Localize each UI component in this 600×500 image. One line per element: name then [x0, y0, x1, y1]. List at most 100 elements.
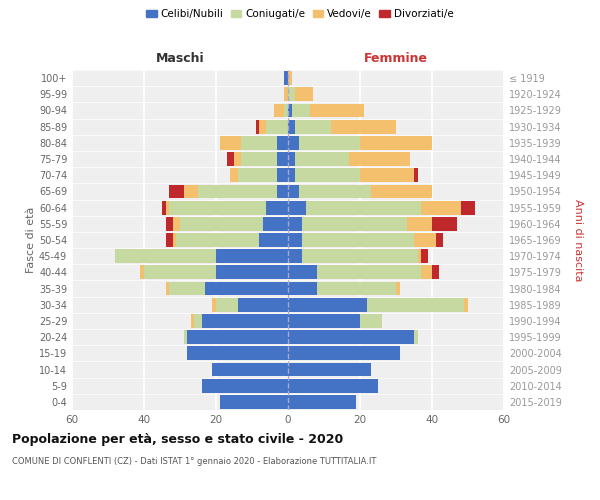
Bar: [288, 71, 292, 85]
Bar: [288, 88, 295, 101]
Text: Popolazione per età, sesso e stato civile - 2020: Popolazione per età, sesso e stato civil…: [12, 432, 343, 446]
Bar: [302, 250, 418, 263]
Bar: [317, 282, 396, 296]
Bar: [464, 298, 468, 312]
Bar: [216, 298, 238, 312]
Bar: [288, 282, 317, 296]
Bar: [198, 184, 277, 198]
Bar: [166, 233, 173, 247]
Bar: [407, 217, 432, 230]
Bar: [414, 233, 436, 247]
Bar: [367, 298, 464, 312]
Bar: [295, 120, 331, 134]
Bar: [202, 379, 288, 392]
Bar: [140, 266, 144, 280]
Bar: [288, 330, 414, 344]
Bar: [216, 250, 288, 263]
Bar: [288, 250, 302, 263]
Bar: [259, 233, 288, 247]
Y-axis label: Anni di nascita: Anni di nascita: [573, 198, 583, 281]
Text: Femmine: Femmine: [364, 52, 428, 65]
Bar: [288, 152, 295, 166]
Bar: [421, 266, 432, 280]
Bar: [414, 330, 418, 344]
Bar: [295, 88, 313, 101]
Bar: [396, 282, 400, 296]
Bar: [436, 233, 443, 247]
Bar: [194, 314, 202, 328]
Bar: [220, 136, 241, 149]
Bar: [216, 266, 288, 280]
Bar: [166, 217, 173, 230]
Bar: [302, 233, 414, 247]
Bar: [299, 184, 371, 198]
Bar: [238, 298, 288, 312]
Bar: [284, 104, 288, 118]
Text: Maschi: Maschi: [155, 52, 205, 65]
Bar: [173, 233, 176, 247]
Bar: [277, 184, 288, 198]
Bar: [299, 136, 360, 149]
Bar: [234, 152, 241, 166]
Bar: [115, 250, 216, 263]
Bar: [202, 314, 288, 328]
Bar: [421, 250, 428, 263]
Bar: [288, 200, 306, 214]
Bar: [288, 233, 302, 247]
Bar: [288, 314, 360, 328]
Bar: [169, 282, 205, 296]
Bar: [263, 217, 288, 230]
Bar: [288, 266, 317, 280]
Bar: [288, 298, 367, 312]
Bar: [191, 314, 194, 328]
Bar: [266, 200, 288, 214]
Legend: Celibi/Nubili, Coniugati/e, Vedovi/e, Divorziati/e: Celibi/Nubili, Coniugati/e, Vedovi/e, Di…: [142, 5, 458, 24]
Bar: [212, 298, 216, 312]
Bar: [144, 266, 216, 280]
Bar: [184, 330, 187, 344]
Bar: [212, 362, 288, 376]
Bar: [317, 266, 421, 280]
Bar: [331, 120, 396, 134]
Bar: [292, 104, 310, 118]
Bar: [187, 346, 288, 360]
Bar: [360, 168, 414, 182]
Bar: [288, 104, 292, 118]
Bar: [227, 152, 234, 166]
Bar: [288, 168, 295, 182]
Bar: [418, 250, 421, 263]
Bar: [288, 379, 378, 392]
Bar: [205, 282, 288, 296]
Bar: [266, 120, 288, 134]
Bar: [277, 152, 288, 166]
Bar: [371, 184, 432, 198]
Bar: [256, 120, 259, 134]
Bar: [180, 217, 263, 230]
Bar: [259, 120, 266, 134]
Bar: [169, 200, 266, 214]
Bar: [169, 184, 184, 198]
Bar: [220, 395, 288, 409]
Bar: [238, 168, 277, 182]
Bar: [241, 136, 277, 149]
Bar: [306, 200, 421, 214]
Bar: [288, 120, 295, 134]
Bar: [277, 168, 288, 182]
Bar: [288, 395, 356, 409]
Bar: [349, 152, 410, 166]
Bar: [230, 168, 238, 182]
Bar: [432, 266, 439, 280]
Bar: [274, 104, 284, 118]
Bar: [162, 200, 166, 214]
Bar: [166, 200, 169, 214]
Bar: [288, 184, 299, 198]
Bar: [421, 200, 461, 214]
Bar: [302, 217, 407, 230]
Y-axis label: Fasce di età: Fasce di età: [26, 207, 36, 273]
Bar: [166, 282, 169, 296]
Bar: [277, 136, 288, 149]
Bar: [360, 136, 432, 149]
Bar: [295, 168, 360, 182]
Bar: [360, 314, 382, 328]
Bar: [288, 136, 299, 149]
